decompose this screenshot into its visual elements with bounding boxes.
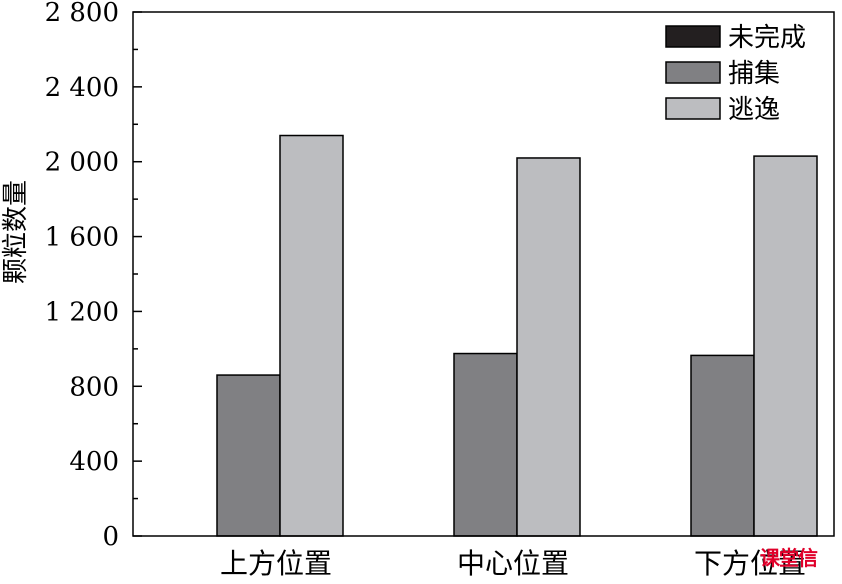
- x-tick-label: 中心位置: [457, 547, 569, 580]
- y-tick-label: 2 800: [45, 0, 119, 28]
- y-tick-label: 1 200: [45, 297, 119, 327]
- y-tick-label: 400: [69, 447, 119, 477]
- legend-label: 逃逸: [728, 95, 780, 125]
- watermark-logo: 课堂信: [760, 546, 818, 570]
- bar-2-0: [279, 134, 344, 537]
- y-axis-tick-labels: 0 400 800 1 200 1 600 2 000 2 400 2 800: [45, 0, 119, 552]
- y-tick-label: 800: [69, 372, 119, 402]
- bar-1-2: [690, 354, 755, 537]
- legend-swatch: [665, 61, 721, 84]
- bar-2-1: [516, 157, 581, 537]
- x-tick-label: 下方位置: [694, 547, 806, 580]
- bar-2-2: [753, 155, 818, 537]
- legend-swatch: [665, 97, 721, 120]
- x-tick-label: 上方位置: [220, 547, 332, 580]
- bar-1-0: [216, 374, 281, 537]
- bar-1-1: [453, 352, 518, 537]
- y-tick-label: 2 400: [45, 73, 119, 103]
- x-axis-tick-labels: 上方位置 中心位置 下方位置: [220, 547, 806, 580]
- y-axis-title: 颗粒数量: [1, 180, 31, 284]
- y-tick-label: 1 600: [45, 223, 119, 253]
- legend-swatch: [665, 25, 721, 48]
- y-tick-label: 0: [102, 522, 119, 552]
- legend-label: 捕集: [728, 59, 780, 89]
- bars-layer: [216, 134, 818, 537]
- y-axis-ticks: [133, 11, 142, 537]
- legend-label: 未完成: [728, 23, 806, 53]
- y-tick-label: 2 000: [45, 148, 119, 178]
